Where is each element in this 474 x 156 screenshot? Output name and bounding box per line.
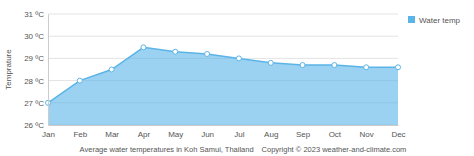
x-tick-label: Dec bbox=[391, 130, 405, 139]
x-tick-label: Oct bbox=[329, 130, 342, 139]
x-tick: May bbox=[168, 125, 183, 139]
x-tick: Feb bbox=[73, 125, 87, 139]
grid-line bbox=[48, 14, 398, 15]
x-tick-label: Mar bbox=[105, 130, 119, 139]
x-tick-label: Jul bbox=[234, 130, 244, 139]
y-tick-label: 27 ºC bbox=[24, 99, 44, 108]
legend-label: Water temp bbox=[419, 16, 461, 25]
title: Average water temperatures in Koh Samui,… bbox=[80, 145, 254, 154]
area bbox=[48, 47, 398, 125]
marker bbox=[205, 51, 210, 56]
y-tick-label: 29 ºC bbox=[24, 54, 44, 63]
plot-area bbox=[46, 45, 401, 125]
marker bbox=[173, 49, 178, 54]
x-tick: Apr bbox=[138, 125, 151, 139]
y-tick: 29 ºC bbox=[24, 54, 48, 63]
x-axis-line bbox=[49, 125, 399, 126]
marker bbox=[300, 63, 305, 68]
legend-swatch bbox=[408, 16, 415, 23]
y-tick: 28 ºC bbox=[24, 77, 48, 86]
y-axis: 26 ºC27 ºC28 ºC29 ºC30 ºC31 ºC bbox=[24, 10, 48, 130]
chart-svg: 26 ºC27 ºC28 ºC29 ºC30 ºC31 ºCJanFebMarA… bbox=[0, 0, 474, 156]
y-axis-title: Temprature bbox=[4, 49, 13, 90]
y-axis-line bbox=[48, 15, 49, 126]
x-tick: Jun bbox=[201, 125, 214, 139]
legend: Water temp bbox=[408, 16, 461, 25]
y-tick: 27 ºC bbox=[24, 99, 48, 108]
marker bbox=[396, 65, 401, 70]
x-tick-label: Sep bbox=[296, 130, 311, 139]
x-axis: Jan Feb Mar Apr May Jun Jul Aug Sep Oct Nov Dec bbox=[42, 125, 406, 139]
grid-line bbox=[48, 36, 398, 37]
x-tick-label: Apr bbox=[138, 130, 151, 139]
x-tick-label: Jan bbox=[42, 130, 55, 139]
x-tick: Dec bbox=[391, 125, 405, 139]
chart-container: 26 ºC27 ºC28 ºC29 ºC30 ºC31 ºCJanFebMarA… bbox=[0, 0, 474, 156]
marker bbox=[109, 67, 114, 72]
x-tick: Jul bbox=[234, 125, 244, 139]
y-tick-label: 30 ºC bbox=[24, 32, 44, 41]
x-tick: Jan bbox=[42, 125, 55, 139]
y-tick-label: 28 ºC bbox=[24, 77, 44, 86]
x-tick: Sep bbox=[296, 125, 311, 139]
marker bbox=[141, 45, 146, 50]
line bbox=[48, 47, 398, 103]
marker bbox=[332, 63, 337, 68]
marker bbox=[77, 78, 82, 83]
grid bbox=[48, 14, 398, 125]
x-tick-label: Feb bbox=[73, 130, 87, 139]
marker bbox=[364, 65, 369, 70]
y-tick-label: 31 ºC bbox=[24, 10, 44, 19]
marker bbox=[236, 56, 241, 61]
legend-item: Water temp bbox=[408, 16, 461, 25]
caption: Average water temperatures in Koh Samui,… bbox=[80, 145, 407, 154]
x-tick-label: Nov bbox=[360, 130, 374, 139]
annotation: Copyright © 2023 weather-and-climate.com bbox=[262, 145, 407, 154]
y-tick: 30 ºC bbox=[24, 32, 48, 41]
x-tick: Aug bbox=[264, 125, 278, 139]
x-tick: Oct bbox=[329, 125, 342, 139]
y-tick: 31 ºC bbox=[24, 10, 48, 19]
marker bbox=[268, 60, 273, 65]
x-tick-label: Jun bbox=[201, 130, 214, 139]
x-tick-label: May bbox=[168, 130, 183, 139]
x-tick-label: Aug bbox=[264, 130, 278, 139]
x-tick: Nov bbox=[360, 125, 374, 139]
x-tick: Mar bbox=[105, 125, 119, 139]
